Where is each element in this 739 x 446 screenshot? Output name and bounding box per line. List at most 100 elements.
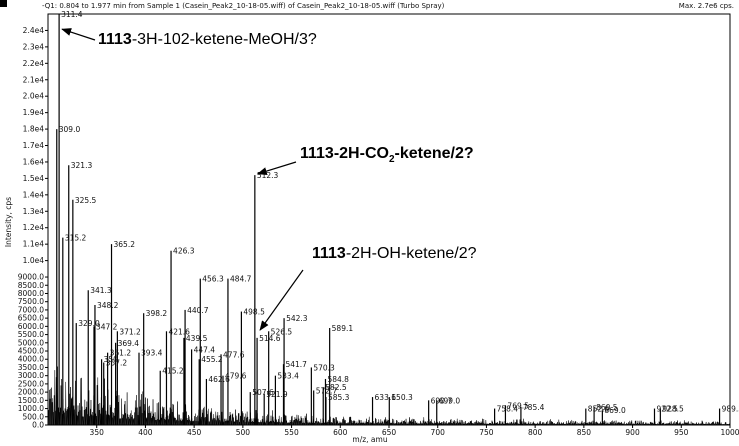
peak-label-46: 690.7	[431, 396, 453, 405]
annotation-arrow-2	[259, 269, 304, 331]
x-tick-label-10: 850	[577, 428, 592, 437]
peak-label-8: 456.3	[202, 275, 224, 284]
annotation-1: 1113-2H-CO2-ketene/2?	[300, 145, 474, 165]
y-tick-label-32: 2.3e4	[23, 42, 45, 51]
y-tick-label-4: 2000.0	[18, 388, 44, 397]
y-tick-label-27: 1.8e4	[23, 125, 45, 134]
peak-label-18: 329.0	[78, 319, 100, 328]
peak-label-37: 584.8	[327, 375, 349, 384]
x-tick-label-11: 900	[625, 428, 640, 437]
x-tick-label-6: 650	[382, 428, 397, 437]
peak-sticks	[56, 14, 721, 425]
y-tick-label-2: 1000.0	[18, 404, 44, 413]
peak-label-15: 542.3	[286, 314, 308, 323]
y-tick-label-9: 4500.0	[18, 347, 44, 356]
peak-label-0: 311.4	[61, 10, 83, 19]
noise-trace	[47, 366, 730, 426]
peak-label-20: 421.6	[168, 327, 190, 336]
window-icon	[0, 0, 7, 7]
y-tick-label-31: 2.2e4	[23, 59, 45, 68]
y-tick-label-33: 2.4e4	[23, 26, 45, 35]
annotations: 1113-3H-102-ketene-MeOH/3? 1113-2H-CO2-ke…	[61, 28, 477, 331]
spectrum-trace	[47, 366, 730, 426]
y-tick-label-18: 9000.0	[18, 273, 44, 282]
y-tick-label-0: 0.0	[32, 421, 44, 430]
peak-label-54: 922.5	[656, 405, 678, 414]
x-tick-label-2: 450	[187, 428, 202, 437]
peak-label-29: 357.2	[106, 359, 128, 368]
peak-label-14: 498.5	[243, 308, 265, 317]
y-tick-label-16: 8000.0	[18, 289, 44, 298]
peak-label-39: 582.5	[325, 383, 347, 392]
y-tick-label-13: 6500.0	[18, 314, 44, 323]
peak-label-22: 514.6	[259, 334, 281, 343]
y-tick-label-8: 4000.0	[18, 355, 44, 364]
peak-label-33: 570.3	[313, 363, 335, 372]
peak-label-23: 439.5	[186, 334, 208, 343]
peak-label-11: 348.2	[97, 301, 119, 310]
peak-label-56: 989.3	[722, 405, 739, 414]
peak-label-9: 484.7	[230, 275, 252, 284]
peak-label-53: 869.0	[604, 406, 626, 415]
y-tick-label-24: 1.5e4	[23, 174, 45, 183]
y-tick-label-28: 1.9e4	[23, 108, 45, 117]
plot-frame	[47, 13, 731, 426]
peak-label-47: 699.0	[439, 396, 461, 405]
peak-label-45: 650.3	[391, 393, 413, 402]
y-tick-label-21: 1.2e4	[23, 223, 45, 232]
peak-label-21: 526.5	[271, 327, 293, 336]
x-tick-label-4: 550	[284, 428, 299, 437]
peak-label-17: 347.2	[96, 322, 118, 331]
peak-label-3: 325.5	[75, 196, 97, 205]
peak-label-41: 507.6	[252, 388, 274, 397]
y-tick-label-29: 2.0e4	[23, 92, 45, 101]
y-tick-label-10: 5000.0	[18, 338, 44, 347]
y-tick-label-12: 6000.0	[18, 322, 44, 331]
annotation-arrow-0	[61, 28, 96, 41]
peak-label-25: 447.4	[194, 345, 216, 354]
annotation-2: 1113-2H-OH-ketene/2?	[312, 245, 477, 262]
peak-label-27: 361.2	[110, 349, 132, 358]
spectrum-header-title: -Q1: 0.804 to 1.977 min from Sample 1 (C…	[42, 2, 445, 10]
x-tick-label-8: 750	[479, 428, 494, 437]
y-tick-label-20: 1.1e4	[23, 240, 45, 249]
annotation-arrow-1	[256, 161, 297, 175]
x-tick-label-1: 400	[138, 428, 153, 437]
peak-label-30: 477.6	[223, 350, 245, 359]
peak-label-32: 541.7	[285, 360, 307, 369]
y-tick-label-22: 1.3e4	[23, 207, 45, 216]
y-tick-label-11: 5500.0	[18, 330, 44, 339]
y-tick-label-3: 1500.0	[18, 396, 44, 405]
peak-labels: 311.4 309.0 321.3 325.5 315.2 365.2 426.3 512.3…	[59, 10, 739, 415]
peak-label-24: 369.4	[118, 339, 140, 348]
peak-label-40: 572.7	[316, 386, 338, 395]
peak-label-28: 350	[104, 355, 119, 364]
peak-label-7: 512.3	[257, 171, 279, 180]
x-axis-title: m/z, amu	[352, 435, 387, 444]
x-tick-label-0: 350	[90, 428, 105, 437]
peak-label-44: 633.1	[375, 393, 397, 402]
peak-label-13: 398.2	[146, 309, 168, 318]
peak-label-1: 309.0	[59, 125, 81, 134]
peak-label-52: 860.5	[596, 403, 618, 412]
x-tick-label-13: 1000	[720, 428, 739, 437]
peak-label-31: 455.2	[201, 355, 223, 364]
peak-label-55: 928.5	[662, 405, 684, 414]
peak-label-19: 371.2	[119, 327, 141, 336]
y-tick-label-19: 1.0e4	[23, 256, 45, 265]
peak-label-48: 758.4	[497, 405, 519, 414]
y-tick-label-7: 3500.0	[18, 363, 44, 372]
peak-label-2: 321.3	[71, 161, 93, 170]
peak-label-38: 462.6	[208, 375, 230, 384]
y-tick-label-17: 8500.0	[18, 281, 44, 290]
y-axis-title: Intensity, cps	[4, 197, 13, 247]
y-tick-label-23: 1.4e4	[23, 190, 45, 199]
y-tick-label-26: 1.7e4	[23, 141, 45, 150]
peak-label-43: 585.3	[328, 393, 350, 402]
peak-label-50: 785.4	[523, 403, 545, 412]
peak-label-36: 479.6	[225, 372, 247, 381]
peak-label-10: 341.3	[90, 286, 112, 295]
peak-label-49: 769.5	[507, 401, 529, 410]
y-tick-label-14: 7000.0	[18, 305, 44, 314]
